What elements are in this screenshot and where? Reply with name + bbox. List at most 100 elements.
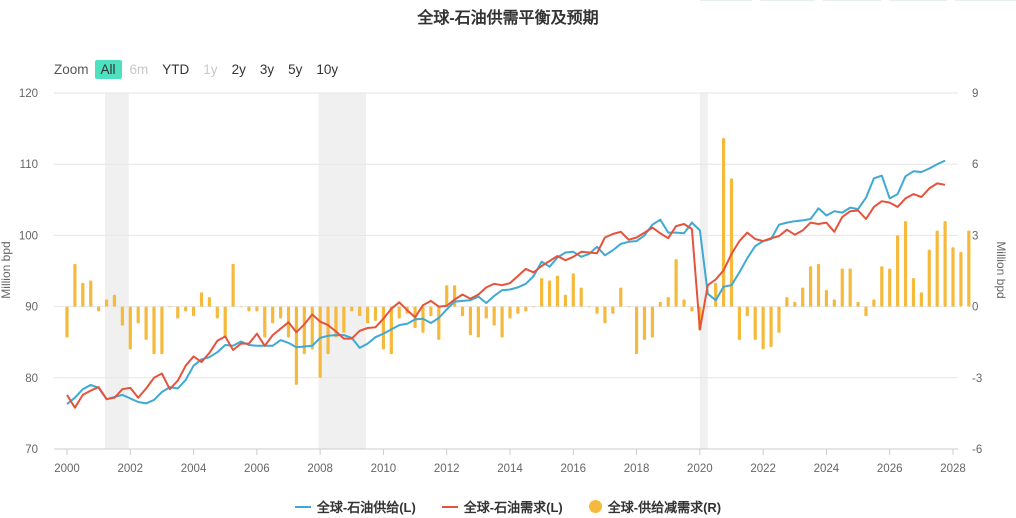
- balance-bar: [753, 306, 757, 340]
- balance-bar: [563, 294, 567, 307]
- zoom-6m-button[interactable]: 6m: [129, 61, 149, 77]
- legend-item-demand[interactable]: 全球-石油需求(L): [441, 497, 563, 516]
- balance-bar: [785, 297, 789, 307]
- balance-bar: [373, 306, 378, 321]
- balance-bar: [460, 306, 465, 317]
- chart-title: 全球-石油供需平衡及预期: [417, 10, 599, 27]
- balance-bar: [745, 306, 749, 317]
- y-right-tick-label: -3: [972, 373, 982, 385]
- balance-bar: [247, 306, 251, 312]
- balance-bar: [532, 306, 536, 308]
- balance-bar: [239, 306, 243, 308]
- range-selector: Zoom All 6m YTD 1y 2y 3y 5y 10y: [54, 58, 346, 80]
- zoom-ytd-button[interactable]: YTD: [162, 61, 190, 77]
- balance-bar: [342, 306, 346, 333]
- balance-bar: [302, 306, 306, 355]
- balance-bar: [199, 292, 204, 307]
- x-tick-label: 2002: [117, 463, 143, 475]
- shaded-band: [318, 93, 367, 449]
- y-right-tick-label: -6: [972, 444, 982, 456]
- top-tab: [889, 0, 947, 1]
- balance-bar: [793, 301, 797, 307]
- shaded-band: [104, 93, 129, 449]
- balance-bar: [128, 306, 132, 350]
- balance-bar: [587, 306, 591, 308]
- balance-bar: [445, 285, 449, 307]
- balance-bar: [935, 230, 939, 307]
- zoom-5y-button[interactable]: 5y: [288, 61, 303, 77]
- balance-bar: [278, 306, 283, 319]
- legend-item-supply[interactable]: 全球-石油供给(L): [294, 497, 416, 516]
- balance-bar: [658, 301, 662, 307]
- x-tick-label: 2024: [814, 463, 840, 475]
- balance-bar: [271, 306, 275, 324]
- balance-bar: [97, 306, 101, 312]
- balance-bar: [666, 297, 670, 307]
- balance-bar: [872, 299, 876, 307]
- y-left-axis-title: Million bpd: [0, 241, 13, 298]
- legend-line-icon: [294, 505, 311, 508]
- balance-bar: [65, 306, 69, 338]
- balance-bar: [919, 292, 923, 307]
- balance-bar: [927, 249, 931, 307]
- balance-bar: [350, 306, 354, 312]
- balance-bar: [358, 306, 362, 317]
- balance-bar: [555, 275, 560, 307]
- balance-bar: [611, 306, 615, 314]
- zoom-2y-button[interactable]: 2y: [231, 61, 246, 77]
- legend-dot-icon: [588, 500, 602, 513]
- balance-bar: [437, 306, 441, 340]
- balance-bar: [516, 306, 520, 314]
- top-tab: [700, 0, 752, 1]
- balance-bar: [650, 306, 654, 338]
- balance-bar: [627, 306, 631, 308]
- y-right-tick-label: 9: [972, 88, 978, 100]
- x-tick-label: 2026: [877, 463, 903, 475]
- x-tick-label: 2004: [181, 463, 207, 475]
- balance-bar: [595, 306, 599, 314]
- balance-bar: [508, 306, 512, 319]
- balance-bar: [310, 306, 314, 350]
- balance-bar: [714, 282, 718, 307]
- balance-bar: [896, 235, 900, 307]
- balance-bar: [816, 263, 821, 307]
- chart-plot-area[interactable]: 70 80 90 100 110 120 -6 -3 0 3 6 9 Million bpd Millio…: [0, 0, 1016, 490]
- balance-bar: [737, 306, 742, 340]
- legend-item-balance[interactable]: 全球-供给减需求(R): [588, 497, 722, 516]
- balance-bar: [801, 287, 805, 307]
- balance-bar: [761, 306, 765, 350]
- balance-bar: [381, 306, 386, 350]
- zoom-all-button[interactable]: All: [94, 59, 122, 79]
- balance-bar: [207, 297, 211, 307]
- x-tick-label: 2008: [307, 463, 333, 475]
- balance-bar: [81, 282, 85, 307]
- balance-bar: [176, 306, 180, 319]
- y-left-tick-label: 80: [25, 373, 38, 385]
- x-tick-label: 2020: [687, 463, 713, 475]
- legend-label: 全球-石油供给(L): [316, 500, 416, 515]
- balance-bar: [366, 306, 370, 324]
- balance-bar: [263, 306, 267, 338]
- balance-bar: [840, 268, 844, 307]
- shaded-band: [699, 93, 708, 449]
- zoom-3y-button[interactable]: 3y: [259, 61, 275, 77]
- balance-bar: [215, 306, 219, 319]
- zoom-10y-button[interactable]: 10y: [316, 61, 339, 77]
- balance-bar: [168, 306, 172, 308]
- balance-bar: [120, 306, 124, 326]
- balance-bar: [848, 268, 852, 307]
- balance-bar: [951, 247, 955, 307]
- balance-bars: [65, 138, 971, 385]
- y-right-tick-label: 6: [972, 159, 978, 171]
- legend-label: 全球-供给减需求(R): [607, 500, 722, 515]
- top-tab-strip: [700, 0, 1016, 2]
- demand-line: [66, 182, 946, 409]
- balance-bar: [603, 306, 607, 324]
- recession-bands: [104, 93, 708, 449]
- top-tab: [955, 0, 1016, 1]
- balance-bar: [634, 306, 639, 355]
- balance-bar: [500, 306, 504, 338]
- balance-bar: [326, 306, 330, 355]
- zoom-1y-button[interactable]: 1y: [203, 61, 218, 77]
- balance-bar: [674, 259, 678, 307]
